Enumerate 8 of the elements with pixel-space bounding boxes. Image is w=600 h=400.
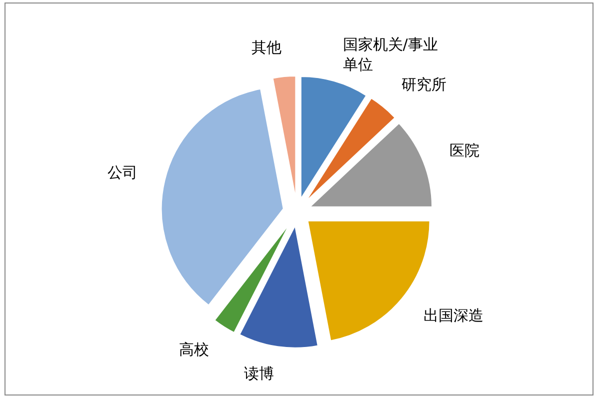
slice-label: 其他 <box>252 38 282 57</box>
slice-label: 医院 <box>449 142 480 160</box>
slice-label: 高校 <box>179 340 210 359</box>
slice-label: 读博 <box>244 364 274 382</box>
slice-label: 出国深造 <box>423 306 484 325</box>
slice-label: 国家机关/事业单位 <box>342 36 438 74</box>
slice-label: 研究所 <box>402 76 447 94</box>
slice-label: 公司 <box>108 164 138 182</box>
